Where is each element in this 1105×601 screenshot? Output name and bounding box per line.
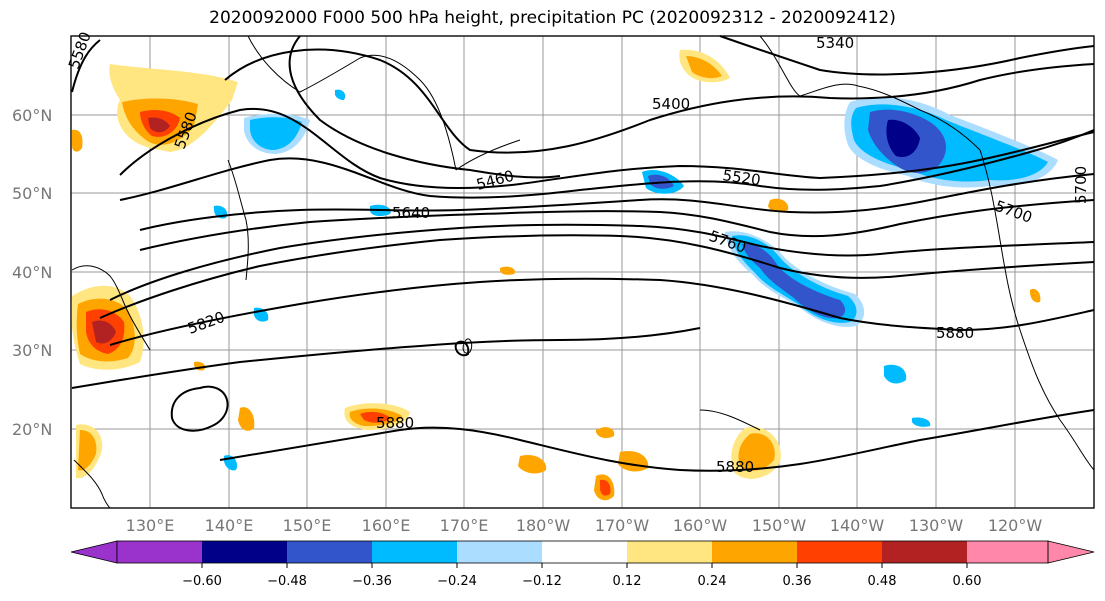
colorbar-extend-low bbox=[70, 540, 118, 564]
colorbar-segment bbox=[797, 541, 882, 563]
colorbar-segment bbox=[287, 541, 372, 563]
lon-label: 150°E bbox=[283, 516, 332, 535]
colorbar-tick-label: −0.48 bbox=[267, 574, 307, 589]
lon-label: 120°W bbox=[988, 516, 1043, 535]
colorbar-segment bbox=[117, 541, 202, 563]
colorbar-segment bbox=[882, 541, 967, 563]
lon-label: 140°W bbox=[830, 516, 885, 535]
colorbar-tick-label: 0.24 bbox=[698, 574, 727, 589]
contour-label: 5400 bbox=[652, 95, 690, 113]
contour-label: 5880 bbox=[936, 324, 974, 342]
lat-label: 40°N bbox=[12, 263, 52, 282]
colorbar-segment bbox=[627, 541, 712, 563]
coastlines bbox=[71, 35, 1095, 509]
lat-label: 20°N bbox=[12, 420, 52, 439]
lon-label: 170°E bbox=[440, 516, 489, 535]
colorbar-segment bbox=[712, 541, 797, 563]
lat-label: 50°N bbox=[12, 184, 52, 203]
longitude-labels: 130°E 140°E 150°E 160°E 170°E 180°W 170°… bbox=[126, 516, 1043, 535]
lon-label: 130°E bbox=[126, 516, 175, 535]
colorbar-segment bbox=[542, 541, 627, 563]
lat-label: 30°N bbox=[12, 341, 52, 360]
lon-label: 160°W bbox=[673, 516, 728, 535]
lon-label: 160°E bbox=[362, 516, 411, 535]
colorbar-tick-label: 0.12 bbox=[613, 574, 642, 589]
colorbar-tick-label: −0.12 bbox=[522, 574, 562, 589]
lon-label: 180°W bbox=[516, 516, 571, 535]
colorbar-segment bbox=[372, 541, 457, 563]
lat-label: 60°N bbox=[12, 106, 52, 125]
contour-label: 5520 bbox=[721, 166, 761, 189]
lon-label: 170°W bbox=[595, 516, 650, 535]
colorbar-segment bbox=[202, 541, 287, 563]
lon-label: 140°E bbox=[205, 516, 254, 535]
colorbar-tick-label: 0.36 bbox=[783, 574, 812, 589]
colorbar-tick-label: −0.36 bbox=[352, 574, 392, 589]
contour-label: 5880 bbox=[716, 458, 754, 476]
map-title: 2020092000 F000 500 hPa height, precipit… bbox=[209, 8, 896, 28]
height-contours bbox=[71, 35, 1095, 472]
contour-labels: 5340 5400 5460 5520 5580 5580 5640 5700 … bbox=[65, 29, 1090, 476]
latitude-labels: 60°N 50°N 40°N 30°N 20°N bbox=[12, 106, 52, 439]
colorbar: −0.60 −0.48 −0.36 −0.24 −0.12 0.12 0.24 … bbox=[70, 540, 1095, 589]
colorbar-tick-label: −0.60 bbox=[182, 574, 222, 589]
colorbar-tick-label: 0.60 bbox=[953, 574, 982, 589]
colorbar-segment bbox=[457, 541, 542, 563]
contour-label: 5700 bbox=[1072, 166, 1090, 204]
lon-label: 150°W bbox=[752, 516, 807, 535]
contour-label: 5880 bbox=[376, 414, 414, 432]
contour-label: 5640 bbox=[392, 204, 430, 222]
colorbar-segment bbox=[967, 541, 1048, 563]
colorbar-tick-label: 0.48 bbox=[868, 574, 897, 589]
colorbar-extend-high bbox=[1047, 540, 1095, 564]
colorbar-tick-label: −0.24 bbox=[437, 574, 477, 589]
contour-label: 5340 bbox=[816, 34, 854, 52]
precip-negative bbox=[214, 89, 1058, 471]
lon-label: 130°W bbox=[909, 516, 964, 535]
